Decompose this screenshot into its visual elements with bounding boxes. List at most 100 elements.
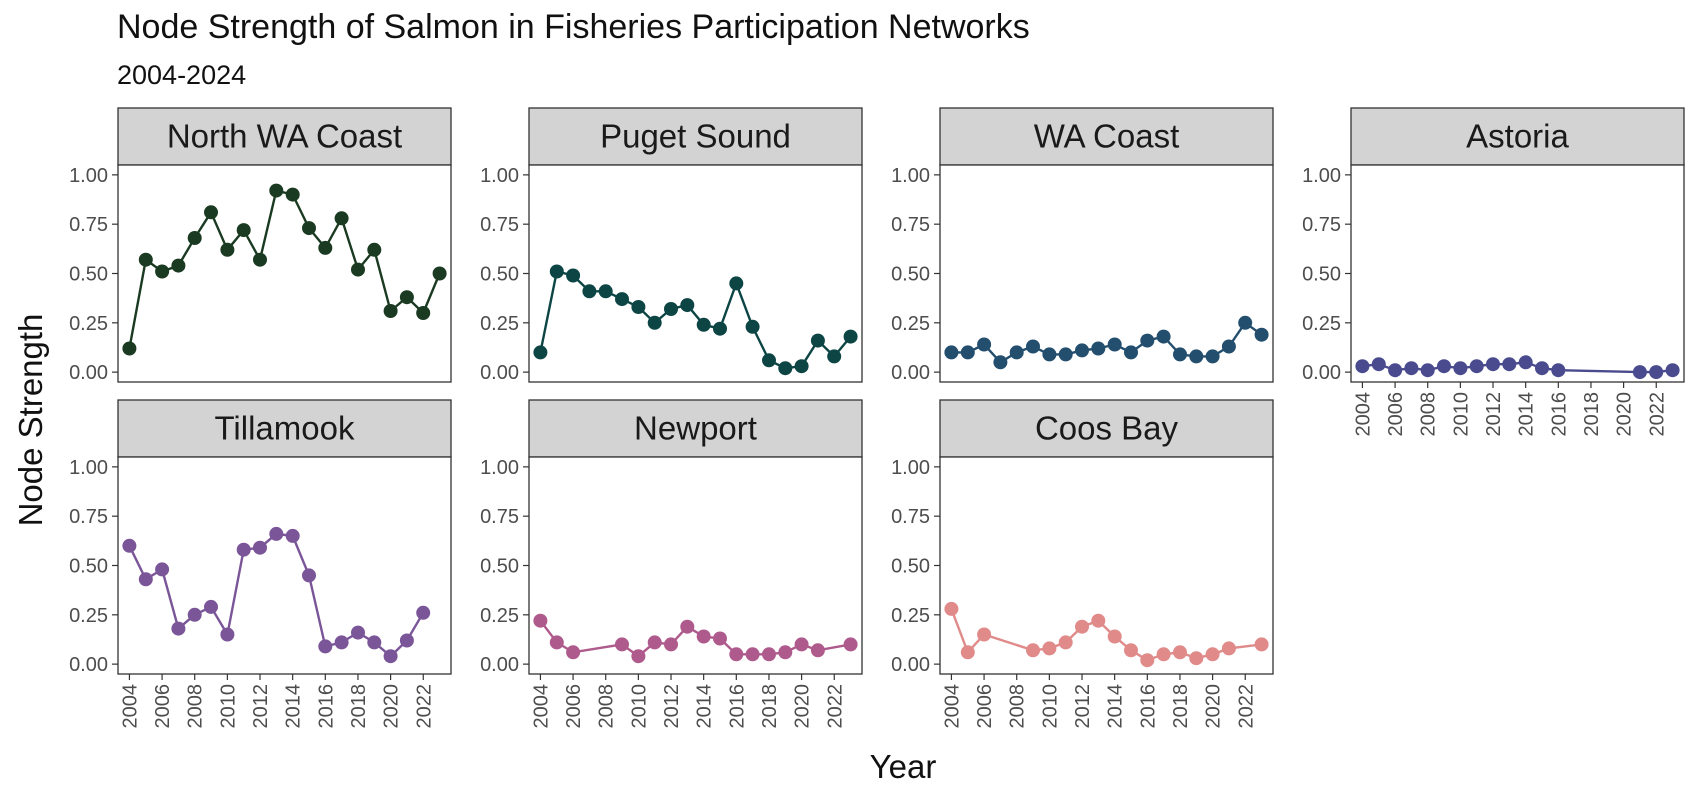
data-point-coos-bay <box>1107 629 1122 644</box>
data-point-newport <box>680 619 695 634</box>
panel-tillamook <box>117 456 452 675</box>
data-point-astoria <box>1371 357 1386 372</box>
x-tick-label-coos-bay: 2004 <box>941 684 963 729</box>
data-point-astoria <box>1632 365 1647 380</box>
panel-puget-sound <box>528 164 863 383</box>
y-tick-label-puget-sound: 0.50 <box>480 264 519 286</box>
x-tick-label-astoria: 2014 <box>1516 392 1538 437</box>
data-point-tillamook <box>236 542 251 557</box>
data-point-north-wa-coast <box>187 231 202 245</box>
facet-label-tillamook: Tillamook <box>215 410 355 447</box>
x-tick-label-newport: 2016 <box>726 684 748 729</box>
data-point-newport <box>762 647 776 662</box>
data-point-wa-coast <box>977 337 992 352</box>
x-tick-label-tillamook: 2014 <box>283 684 305 729</box>
y-tick-label-north-wa-coast: 1.00 <box>69 165 108 187</box>
data-point-newport <box>713 631 727 646</box>
data-point-wa-coast <box>1026 339 1040 354</box>
data-point-puget-sound <box>598 284 613 299</box>
x-tick-label-newport: 2014 <box>694 684 716 729</box>
y-tick-label-astoria: 0.00 <box>1302 362 1341 384</box>
x-tick-label-astoria: 2022 <box>1646 392 1668 437</box>
x-tick-label-astoria: 2006 <box>1385 392 1407 437</box>
y-tick-label-newport: 0.25 <box>480 605 519 627</box>
y-tick-label-puget-sound: 1.00 <box>480 165 519 187</box>
data-point-tillamook <box>399 633 414 648</box>
data-point-coos-bay <box>1026 643 1040 658</box>
x-tick-label-newport: 2010 <box>628 684 650 729</box>
data-point-wa-coast <box>1156 329 1171 344</box>
facet-strip-astoria <box>1350 107 1685 166</box>
data-point-wa-coast <box>1140 333 1155 348</box>
x-tick-label-coos-bay: 2014 <box>1105 684 1127 729</box>
data-point-north-wa-coast <box>220 242 235 257</box>
x-tick-label-coos-bay: 2008 <box>1007 684 1029 729</box>
data-point-north-wa-coast <box>318 240 333 255</box>
y-tick-label-newport: 0.75 <box>480 506 519 528</box>
x-tick-label-coos-bay: 2022 <box>1235 684 1257 729</box>
data-point-coos-bay <box>1075 619 1089 634</box>
data-point-north-wa-coast <box>236 223 251 238</box>
data-point-newport <box>631 649 646 664</box>
facet-label-puget-sound: Puget Sound <box>600 118 791 155</box>
data-point-astoria <box>1518 355 1533 370</box>
data-point-newport <box>745 647 760 662</box>
y-tick-label-north-wa-coast: 0.75 <box>69 214 108 236</box>
data-point-newport <box>729 647 744 662</box>
data-point-puget-sound <box>762 353 776 368</box>
y-tick-label-coos-bay: 0.50 <box>891 556 930 578</box>
x-tick-label-tillamook: 2016 <box>315 684 337 729</box>
data-point-north-wa-coast <box>138 252 153 267</box>
panel-astoria <box>1350 164 1685 383</box>
data-point-north-wa-coast <box>351 262 365 277</box>
data-point-tillamook <box>204 599 218 614</box>
data-point-north-wa-coast <box>171 258 186 273</box>
y-tick-label-wa-coast: 0.25 <box>891 313 930 335</box>
data-point-puget-sound <box>713 321 727 336</box>
y-tick-label-wa-coast: 1.00 <box>891 165 930 187</box>
data-point-puget-sound <box>745 319 760 334</box>
data-point-tillamook <box>334 635 349 650</box>
data-point-tillamook <box>187 607 202 622</box>
y-tick-label-tillamook: 1.00 <box>69 457 108 479</box>
data-point-coos-bay <box>1189 651 1204 666</box>
data-point-puget-sound <box>615 292 629 307</box>
data-point-wa-coast <box>993 355 1008 370</box>
data-point-astoria <box>1502 357 1517 372</box>
data-point-wa-coast <box>1107 337 1122 352</box>
y-tick-label-astoria: 0.50 <box>1302 264 1341 286</box>
data-point-astoria <box>1665 363 1680 378</box>
data-point-newport <box>778 645 793 660</box>
x-tick-label-astoria: 2010 <box>1450 392 1472 437</box>
x-tick-label-astoria: 2018 <box>1581 392 1603 437</box>
data-point-north-wa-coast <box>334 211 349 226</box>
data-point-coos-bay <box>944 601 959 616</box>
data-point-coos-bay <box>1173 645 1187 660</box>
facet-label-north-wa-coast: North WA Coast <box>167 118 402 155</box>
y-tick-label-coos-bay: 0.00 <box>891 654 930 676</box>
data-point-astoria <box>1437 359 1451 374</box>
data-point-north-wa-coast <box>432 266 447 281</box>
y-tick-label-wa-coast: 0.00 <box>891 362 930 384</box>
x-tick-label-newport: 2018 <box>759 684 781 729</box>
data-point-tillamook <box>171 621 186 636</box>
y-tick-label-newport: 1.00 <box>480 457 519 479</box>
data-point-coos-bay <box>1058 635 1073 650</box>
data-point-north-wa-coast <box>383 304 398 318</box>
data-point-newport <box>533 613 548 628</box>
data-point-wa-coast <box>1238 315 1253 330</box>
data-point-north-wa-coast <box>399 290 414 305</box>
data-point-north-wa-coast <box>155 264 170 279</box>
panel-coos-bay <box>939 456 1274 675</box>
facet-label-astoria: Astoria <box>1466 118 1569 155</box>
data-point-newport <box>615 637 629 652</box>
x-tick-label-coos-bay: 2016 <box>1137 684 1159 729</box>
panel-newport <box>528 456 863 675</box>
x-tick-label-newport: 2012 <box>661 684 683 729</box>
data-point-tillamook <box>155 562 170 577</box>
data-point-tillamook <box>269 526 284 541</box>
data-point-astoria <box>1551 363 1566 378</box>
data-point-coos-bay <box>1156 647 1171 662</box>
y-tick-label-wa-coast: 0.75 <box>891 214 930 236</box>
